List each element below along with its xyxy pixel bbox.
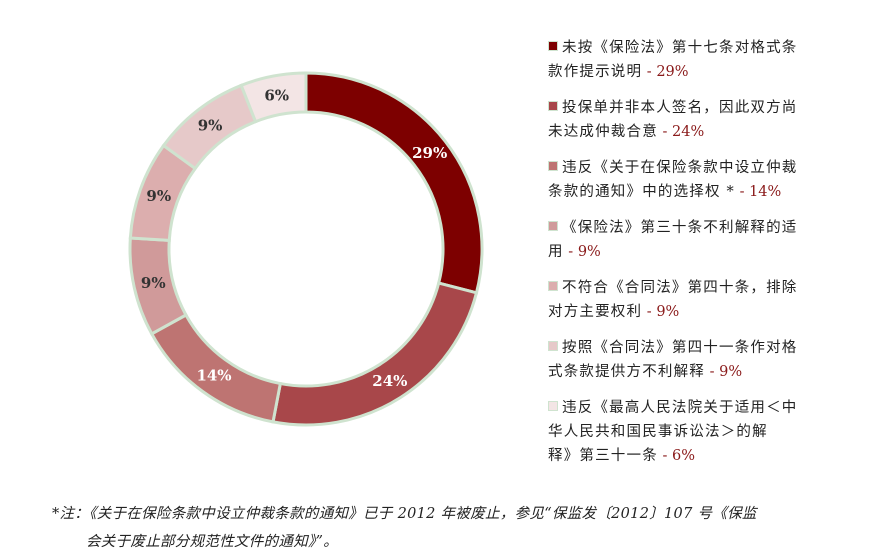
slice-label-6: 9% [198,116,223,134]
legend-percent-4: - 9% [563,244,601,260]
legend-swatch-5 [548,281,558,291]
legend-item-3: 违反《关于在保险条款中设立仲裁条款的通知》中的选择权 * - 14% [548,156,848,204]
donut-slice-1 [304,71,484,295]
legend-item-6: 按照《合同法》第四十一条作对格式条款提供方不利解释 - 9% [548,336,848,384]
legend-text-3-line-1: 违反《关于在保险条款中设立仲裁 [562,160,798,176]
footnote: *注：《关于在保险条款中设立仲裁条款的通知》已于 2012 年被废止，参见“保监… [52,500,852,556]
legend-text-4-line-2: 用 [548,244,564,260]
legend-text-7-line-1: 违反《最高人民法院关于适用＜中 [562,400,798,416]
legend-text-5-line-1: 不符合《合同法》第四十条，排除 [562,280,798,296]
legend-text-2-line-2: 未达成仲裁合意 [548,124,658,140]
donut-slice-7 [239,71,308,124]
slice-label-3: 14% [196,367,231,385]
legend-swatch-3 [548,161,558,171]
legend-swatch-6 [548,341,558,351]
legend-percent-1: - 29% [642,64,689,80]
slice-label-5: 9% [146,187,171,205]
legend-item-1: 未按《保险法》第十七条对格式条款作提示说明 - 29% [548,36,848,84]
legend-swatch-1 [548,41,558,51]
footnote-line-2: 会关于废止部分规范性文件的通知》”。 [86,534,339,550]
legend-text-3-line-2: 条款的通知》中的选择权 * [548,184,735,200]
legend-percent-5: - 9% [642,304,680,320]
slice-label-7: 6% [264,86,289,104]
legend-text-1-line-1: 未按《保险法》第十七条对格式条 [562,40,798,56]
slice-label-1: 29% [412,144,447,162]
legend-item-4: 《保险法》第三十条不利解释的适用 - 9% [548,216,848,264]
legend-text-1-line-2: 款作提示说明 [548,64,643,80]
legend-text-7-line-3: 释》第三十一条 [548,448,658,464]
donut-chart: 29% 24% 14% 9% 9% 9% 6% [128,71,484,427]
donut-slice-2 [271,281,479,427]
legend-text-7-line-2: 华人民共和国民事诉讼法＞的解 [548,424,768,440]
slice-label-4: 9% [141,274,166,292]
legend-item-5: 不符合《合同法》第四十条，排除对方主要权利 - 9% [548,276,848,324]
legend-text-6-line-1: 按照《合同法》第四十一条作对格 [562,340,798,356]
slice-label-2: 24% [372,372,407,390]
legend-percent-2: - 24% [657,124,705,140]
legend-percent-6: - 9% [705,364,743,380]
legend-swatch-7 [548,401,558,411]
legend-swatch-2 [548,101,558,111]
legend-swatch-4 [548,221,558,231]
legend-item-7: 违反《最高人民法院关于适用＜中华人民共和国民事诉讼法＞的解 释》第三十一条 - 6… [548,396,848,468]
footnote-line-1: *注：《关于在保险条款中设立仲裁条款的通知》已于 2012 年被废止，参见“保监… [52,506,757,522]
legend-item-2: 投保单并非本人签名，因此双方尚未达成仲裁合意 - 24% [548,96,848,144]
legend-text-6-line-2: 式条款提供方不利解释 [548,364,705,380]
legend-text-2-line-1: 投保单并非本人签名，因此双方尚 [562,100,798,116]
legend-text-5-line-2: 对方主要权利 [548,304,643,320]
legend-percent-3: - 14% [734,184,782,200]
legend-text-4-line-1: 《保险法》第三十条不利解释的适 [562,220,798,236]
legend-percent-7: - 6% [657,448,696,464]
